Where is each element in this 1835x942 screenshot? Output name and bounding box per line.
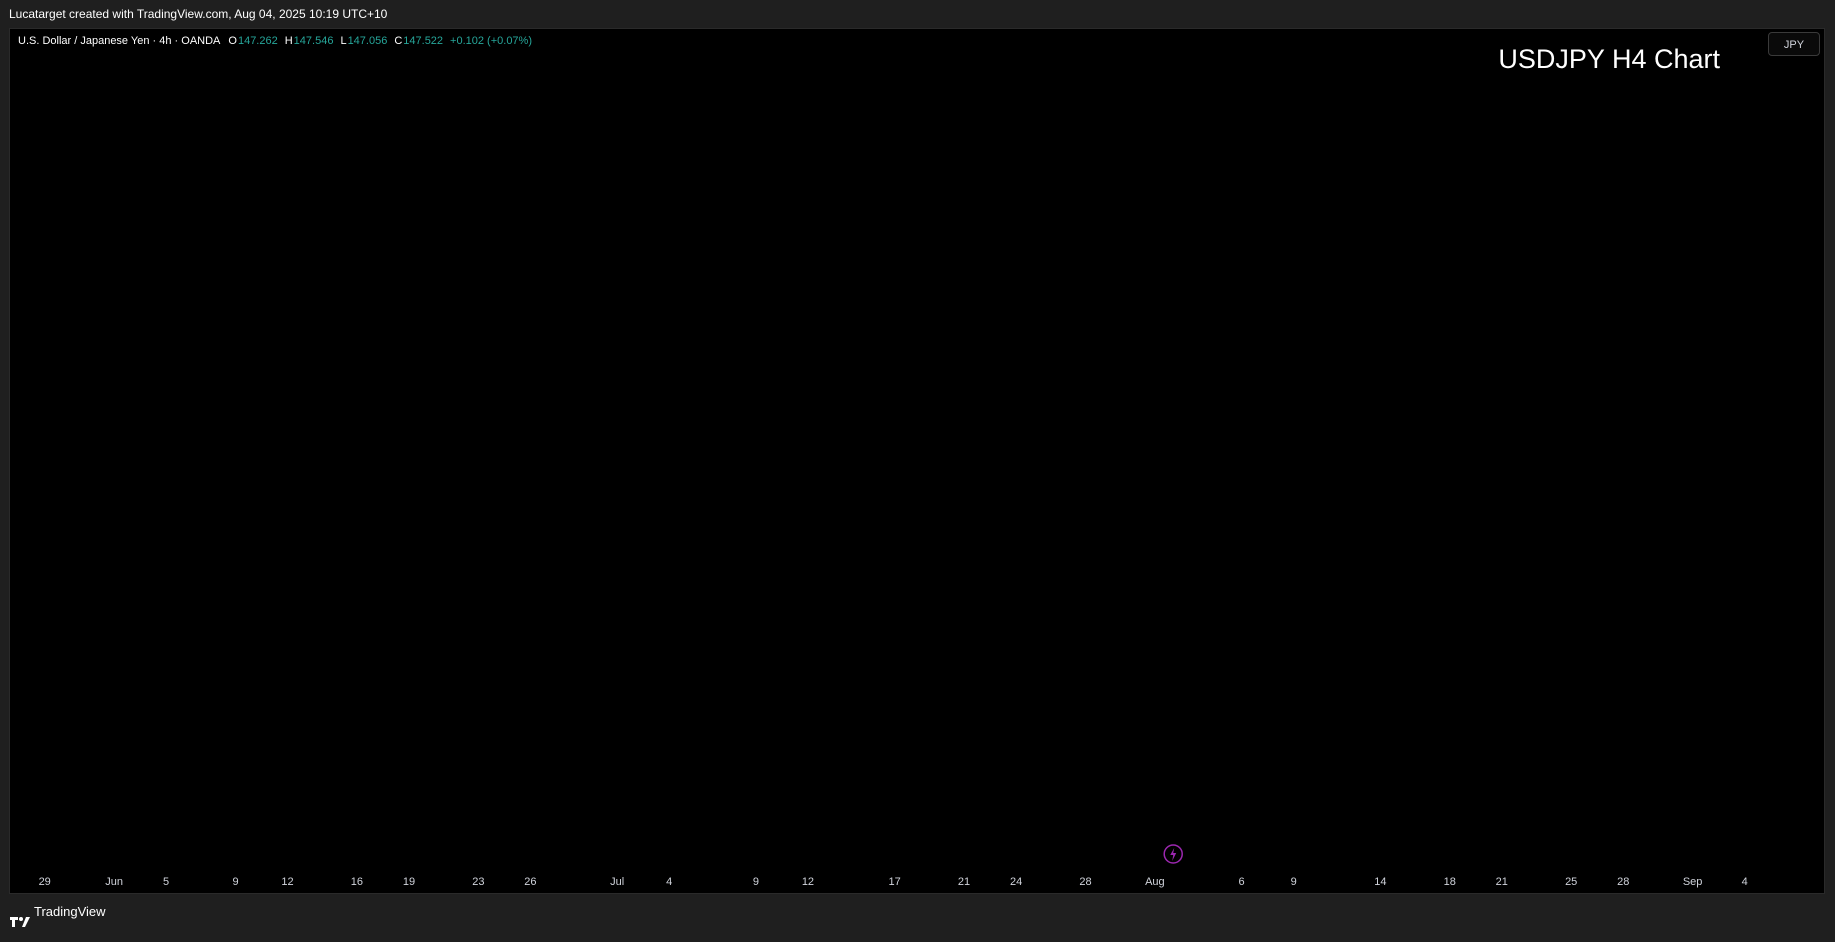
x-tick-label: 12 (281, 876, 293, 888)
event-marker-icon (1163, 844, 1183, 864)
symbol-legend: U.S. Dollar / Japanese Yen · 4h · OANDA … (18, 35, 532, 47)
x-tick-label: 12 (802, 876, 814, 888)
high-label: H (284, 35, 293, 47)
x-tick-label: 25 (1565, 876, 1577, 888)
currency-button[interactable]: JPY (1768, 32, 1820, 56)
low-value: 147.056 (347, 35, 388, 47)
close-value: 147.522 (403, 35, 444, 47)
x-tick-label: Aug (1145, 876, 1165, 888)
close-label: C (394, 35, 403, 47)
x-tick-label: 16 (351, 876, 363, 888)
x-tick-label: 4 (1742, 876, 1748, 888)
x-tick-label: 26 (524, 876, 536, 888)
symbol-description: U.S. Dollar / Japanese Yen · 4h · OANDA (18, 35, 221, 47)
x-tick-label: 28 (1079, 876, 1091, 888)
x-tick-label: 19 (403, 876, 415, 888)
x-tick-label: 24 (1010, 876, 1022, 888)
open-label: O (228, 35, 237, 47)
tradingview-logo-icon (10, 906, 30, 927)
x-tick-label: 23 (472, 876, 484, 888)
x-tick-label: 28 (1617, 876, 1629, 888)
x-tick-label: 17 (889, 876, 901, 888)
chart-area[interactable] (9, 28, 1825, 894)
x-tick-label: Sep (1683, 876, 1703, 888)
x-tick-label: 9 (232, 876, 238, 888)
x-tick-label: Jul (610, 876, 624, 888)
chart-title: USDJPY H4 Chart (1498, 44, 1720, 74)
x-tick-label: 6 (1239, 876, 1245, 888)
x-tick-label: 9 (1291, 876, 1297, 888)
open-value: 147.262 (237, 35, 278, 47)
lightning-icon (1170, 848, 1177, 861)
x-tick-label: 9 (753, 876, 759, 888)
x-tick-label: 29 (39, 876, 51, 888)
footer: TradingView (0, 894, 1835, 930)
footer-brand: TradingView (34, 904, 106, 919)
x-tick-label: 5 (163, 876, 169, 888)
low-label: L (340, 35, 347, 47)
high-value: 147.546 (293, 35, 334, 47)
attribution-bar: Lucatarget created with TradingView.com,… (0, 0, 1835, 28)
x-tick-label: 14 (1374, 876, 1386, 888)
change-value: +0.102 (+0.07%) (450, 35, 532, 47)
attribution-text: Lucatarget created with TradingView.com,… (9, 7, 388, 21)
x-tick-label: 4 (666, 876, 672, 888)
x-tick-label: 18 (1444, 876, 1456, 888)
x-tick-label: 21 (958, 876, 970, 888)
x-tick-label: Jun (105, 876, 123, 888)
x-tick-label: 21 (1496, 876, 1508, 888)
